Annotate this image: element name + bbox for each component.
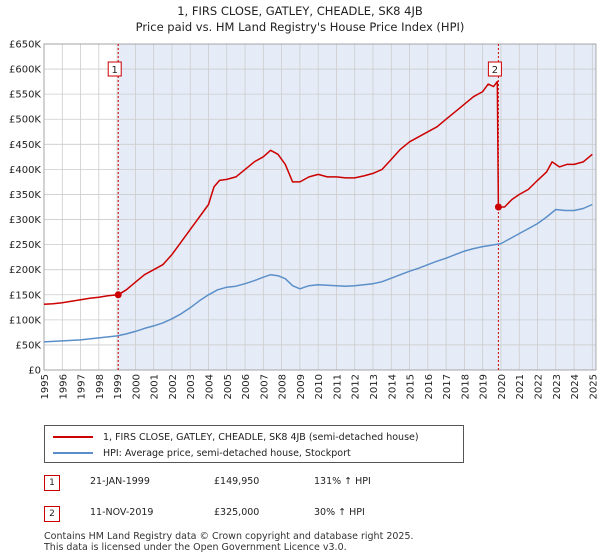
x-tick-label: 2003 — [186, 374, 197, 399]
x-tick-label: 2017 — [442, 374, 453, 399]
x-tick-label: 2019 — [479, 374, 490, 399]
y-tick-label: £50K — [15, 340, 41, 351]
x-tick-label: 2002 — [168, 374, 179, 399]
sale-badge-label: 1 — [112, 65, 118, 76]
legend-item-hpi: HPI: Average price, semi-detached house,… — [53, 446, 351, 460]
x-tick-label: 2018 — [460, 374, 471, 399]
legend: 1, FIRS CLOSE, GATLEY, CHEADLE, SK8 4JB … — [44, 425, 464, 463]
x-tick-label: 1996 — [58, 374, 69, 399]
x-tick-label: 2021 — [515, 374, 526, 399]
y-tick-label: £200K — [9, 265, 41, 276]
y-tick-label: £450K — [9, 140, 41, 151]
footer-licence: This data is licensed under the Open Gov… — [44, 542, 347, 553]
x-tick-label: 2007 — [259, 374, 270, 399]
series-line-hpi — [43, 203, 593, 343]
y-tick-label: £100K — [9, 315, 41, 326]
chart-title-block: 1, FIRS CLOSE, GATLEY, CHEADLE, SK8 4JB … — [0, 3, 600, 35]
x-tick-label: 2024 — [570, 374, 581, 399]
plot-border — [43, 43, 597, 371]
y-tick-label: £500K — [9, 115, 41, 126]
y-tick-label: £350K — [9, 190, 41, 201]
legend-item-property: 1, FIRS CLOSE, GATLEY, CHEADLE, SK8 4JB … — [53, 430, 419, 444]
x-tick-label: 2006 — [241, 374, 252, 399]
x-tick-label: 2010 — [314, 374, 325, 399]
x-tick-label: 2001 — [150, 374, 161, 399]
sale-marker-badge: 1 — [44, 475, 60, 491]
x-tick-label: 2022 — [534, 374, 545, 399]
x-tick-label: 2025 — [588, 374, 599, 399]
x-tick-label: 2020 — [497, 374, 508, 399]
x-tick-label: 2012 — [351, 374, 362, 399]
y-tick-label: £550K — [9, 90, 41, 101]
x-tick-label: 2014 — [387, 374, 398, 399]
x-tick-label: 2013 — [369, 374, 380, 399]
post-sale-shade — [118, 44, 596, 370]
y-tick-label: £650K — [9, 40, 41, 51]
x-tick-label: 2016 — [424, 374, 435, 399]
sale-badge-box — [487, 61, 502, 77]
chart-plot: £0 £50K £100K £150K £200K £250K £300K £350K £400… — [9, 40, 599, 400]
legend-label-property: 1, FIRS CLOSE, GATLEY, CHEADLE, SK8 4JB … — [103, 431, 419, 443]
y-tick-label: £250K — [9, 240, 41, 251]
x-tick-label: 2008 — [278, 374, 289, 399]
x-tick-label: 2011 — [332, 374, 343, 399]
x-tick-label: 1999 — [113, 374, 124, 399]
x-tick-label: 2005 — [223, 374, 234, 399]
y-tick-label: £300K — [9, 215, 41, 226]
x-tick-label: 2023 — [552, 374, 563, 399]
x-tick-label: 2009 — [296, 374, 307, 399]
x-tick-label: 2015 — [406, 374, 417, 399]
legend-label-hpi: HPI: Average price, semi-detached house,… — [103, 447, 351, 459]
x-tick-label: 2000 — [131, 374, 142, 399]
x-tick-label: 1997 — [77, 374, 88, 399]
chart-title: 1, FIRS CLOSE, GATLEY, CHEADLE, SK8 4JB — [177, 4, 423, 18]
sale-price: £325,000 — [214, 507, 260, 518]
y-tick-label: £600K — [9, 65, 41, 76]
footer-copyright: Contains HM Land Registry data © Crown c… — [44, 531, 414, 542]
sale-marker-badge: 2 — [44, 506, 60, 522]
x-tick-label: 1998 — [95, 374, 106, 399]
sale-hpi-change: 30% ↑ HPI — [314, 507, 365, 518]
chart-subtitle: Price paid vs. HM Land Registry's House … — [135, 20, 465, 34]
legend-swatch-hpi — [53, 452, 93, 454]
x-tick-label: 2004 — [205, 374, 216, 399]
y-tick-label: £400K — [9, 165, 41, 176]
sale-point — [494, 203, 502, 211]
sale-date: 11-NOV-2019 — [90, 507, 154, 518]
x-tick-label: 1995 — [40, 374, 51, 399]
sale-hpi-change: 131% ↑ HPI — [314, 476, 371, 487]
series-line-property — [43, 80, 593, 306]
legend-swatch-property — [53, 436, 93, 438]
sale-point — [114, 291, 122, 299]
sale-date: 21-JAN-1999 — [90, 476, 150, 487]
sale-price: £149,950 — [214, 476, 260, 487]
y-tick-label: £0 — [28, 366, 41, 377]
y-tick-label: £150K — [9, 290, 41, 301]
sale-badge-label: 2 — [492, 65, 498, 76]
footer: Contains HM Land Registry data © Crown c… — [44, 531, 414, 553]
sale-badge-box — [107, 61, 122, 77]
